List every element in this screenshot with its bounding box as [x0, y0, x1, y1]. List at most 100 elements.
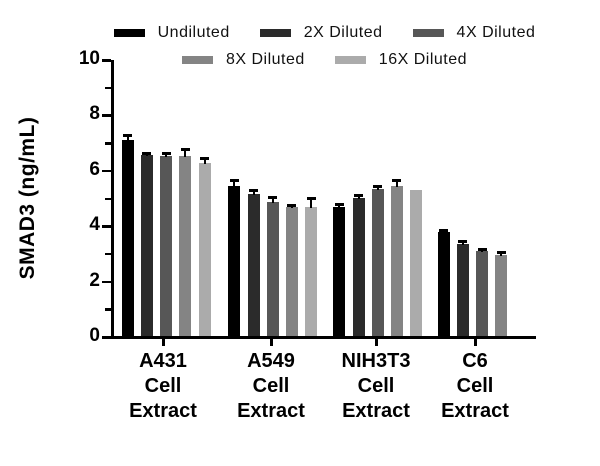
y-tick-label: 8 [89, 103, 100, 125]
y-major-tick [102, 336, 111, 339]
y-tick-label: 0 [89, 325, 100, 346]
category-label-line: Cell [144, 375, 182, 397]
category-label: NIH3T3 Cell Extract [342, 349, 411, 424]
y-major-tick [102, 280, 111, 284]
error-bar-cap [200, 157, 209, 161]
legend-item: 16X Diluted [334, 51, 468, 69]
category-label-line: Cell [252, 375, 290, 397]
error-bar-cap [458, 239, 468, 243]
error-bar [233, 179, 236, 188]
error-bar-cap [180, 147, 190, 151]
legend-label: Undiluted [157, 24, 230, 41]
x-tick [162, 339, 165, 346]
error-bar-cap [496, 251, 506, 255]
legend-swatch [334, 56, 366, 64]
error-bar [252, 189, 255, 196]
error-bar-cap [142, 151, 152, 155]
y-tick-label: 4 [89, 214, 100, 236]
error-bar-cap [477, 247, 487, 251]
bar [305, 207, 318, 337]
y-tick-label: 6 [89, 158, 100, 180]
y-minor-tick [105, 308, 111, 311]
bar [160, 155, 173, 337]
legend-label: 16X Diluted [378, 51, 468, 68]
legend-swatch [113, 29, 145, 37]
error-bar-cap [123, 133, 133, 137]
y-major-tick [102, 114, 111, 117]
legend-row: 8X Diluted 16X Diluted [181, 51, 468, 69]
error-bar-cap [334, 203, 344, 207]
error-bar [203, 158, 206, 165]
legend-swatch [259, 29, 291, 37]
error-bar-cap [249, 188, 258, 192]
error-bar [310, 197, 313, 209]
bar [140, 154, 153, 337]
y-major-tick [102, 59, 111, 62]
legend-item: 8X Diluted [181, 51, 305, 69]
error-bar-cap [373, 184, 383, 188]
category-label-line: Extract [129, 400, 197, 422]
legend-label: 2X Diluted [303, 24, 383, 41]
bar [352, 197, 365, 337]
category-label-line: Extract [441, 400, 509, 422]
error-bar-cap [439, 228, 449, 232]
error-bar [395, 179, 398, 187]
y-major-tick [102, 169, 111, 173]
y-minor-tick [105, 142, 111, 145]
bar [333, 206, 346, 337]
legend-swatch [412, 29, 444, 37]
category-label-line: NIH3T3 [341, 350, 411, 372]
error-bar-cap [268, 196, 278, 200]
x-axis-line [103, 336, 536, 339]
error-bar-cap [161, 152, 171, 156]
category-label-line: A549 [247, 350, 295, 372]
bar [247, 194, 260, 337]
x-tick [474, 339, 477, 346]
error-bar-cap [287, 203, 297, 207]
legend-item: 4X Diluted [412, 24, 536, 42]
chart-legend: Undiluted 2X Diluted 4X Diluted 8X Diluted 1… [113, 24, 536, 69]
error-bar [376, 185, 379, 191]
bar [371, 189, 384, 337]
bar [198, 163, 211, 337]
legend-label: 4X Diluted [456, 24, 536, 41]
bar [456, 243, 469, 337]
category-label: A431 Cell Extract [129, 349, 197, 424]
y-major-tick [102, 225, 111, 228]
error-bar [184, 148, 187, 158]
y-tick-label: 10 [78, 48, 100, 69]
category-label-line: Extract [237, 400, 305, 422]
category-label: C6 Cell Extract [441, 349, 509, 424]
y-minor-tick [105, 252, 111, 256]
bar [228, 186, 241, 337]
bar [476, 251, 489, 337]
category-label-line: A431 [139, 350, 187, 372]
error-bar [271, 197, 274, 203]
bar [390, 185, 403, 337]
legend-row: Undiluted 2X Diluted 4X Diluted [113, 24, 536, 42]
x-tick [270, 339, 273, 346]
category-label-line: C6 [462, 350, 488, 372]
error-bar-cap [229, 178, 239, 182]
category-label: A549 Cell Extract [237, 349, 305, 424]
error-bar-cap [306, 196, 316, 200]
category-label-line: Cell [456, 375, 494, 397]
bar [437, 232, 450, 337]
error-bar-cap [392, 178, 402, 182]
y-axis-line [111, 60, 114, 339]
error-bar [126, 134, 129, 142]
bar [495, 254, 508, 337]
y-minor-tick [105, 86, 111, 90]
legend-label: 8X Diluted [225, 51, 305, 68]
error-bar-cap [354, 194, 363, 198]
category-label-line: Cell [357, 375, 395, 397]
legend-item: 2X Diluted [259, 24, 383, 42]
legend-item: Undiluted [113, 24, 230, 42]
y-minor-tick [105, 197, 111, 200]
bar [179, 156, 192, 337]
y-tick-label: 2 [89, 269, 100, 291]
bar [410, 189, 423, 337]
category-label-line: Extract [342, 400, 410, 422]
